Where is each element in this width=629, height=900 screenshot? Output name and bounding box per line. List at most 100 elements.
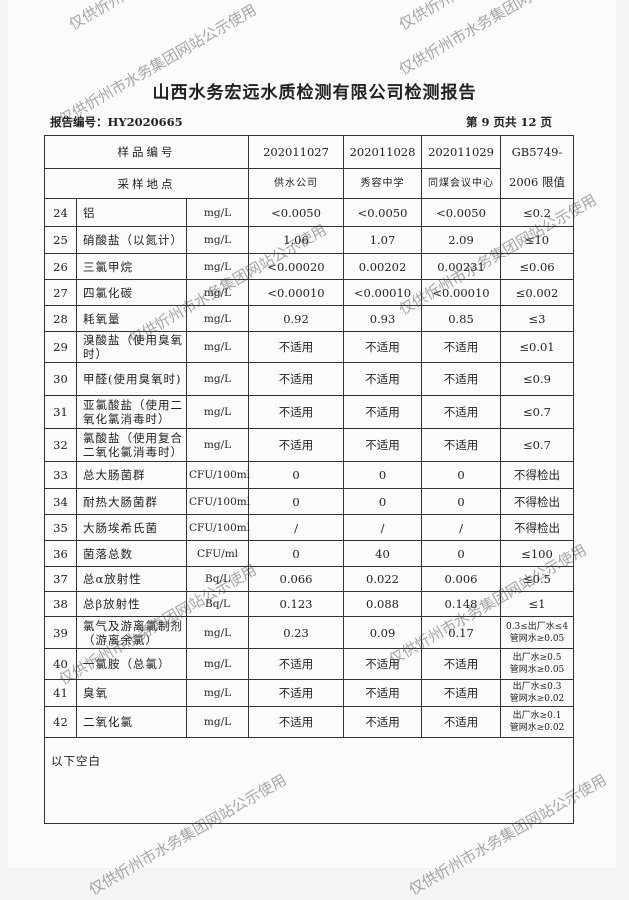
table-row: 40 一氯胺（总氯） mg/L 不适用 不适用 不适用 出厂水≥0.5 管网水≥0.05 [44, 648, 574, 680]
limit: ≤100 [500, 540, 574, 567]
table-row: 34 耐热大肠菌群 CFU/100ml 0 0 0 不得检出 [44, 488, 574, 515]
table-row: 26 三氯甲烷 mg/L <0.00020 0.00202 0.00231 ≤0.06 [44, 253, 574, 280]
value: / [421, 514, 501, 541]
header-row-sample-no: 样品编号 202011027 202011028 202011029 GB574… [44, 135, 574, 199]
value: 0.09 [343, 616, 422, 649]
item-name: 耐热大肠菌群 [76, 488, 187, 515]
value: 0.006 [421, 566, 501, 592]
unit: CFU/100ml [186, 514, 250, 541]
row-number: 26 [44, 253, 77, 280]
table-row: 27 四氯化碳 mg/L <0.00010 <0.00010 <0.00010 ≤0.002 [44, 279, 574, 306]
item-name: 铝 [76, 198, 187, 227]
value: 1.06 [248, 226, 344, 254]
value: 0.85 [421, 305, 501, 332]
item-name: 三氯甲烷 [76, 253, 187, 280]
item-name: 氯气及游离氯制剂（游离余氯） [76, 616, 187, 649]
unit: mg/L [186, 198, 249, 227]
row-number: 30 [44, 362, 77, 396]
row-number: 34 [44, 488, 77, 515]
unit: mg/L [186, 395, 249, 429]
item-name: 总α放射性 [76, 566, 187, 592]
value: 0.23 [248, 616, 344, 649]
unit: mg/L [186, 253, 249, 280]
report-number: 报告编号：HY2020665 [50, 115, 183, 129]
value: 40 [343, 540, 422, 567]
item-name: 一氯胺（总氯） [76, 648, 187, 680]
table-row: 31 亚氯酸盐（使用二氧化氯消毒时） mg/L 不适用 不适用 不适用 ≤0.7 [44, 395, 574, 429]
value: 0.148 [421, 591, 501, 617]
value: 不适用 [421, 362, 501, 396]
item-name: 菌落总数 [76, 540, 187, 567]
row-number: 36 [44, 540, 77, 567]
row-number: 28 [44, 305, 77, 332]
value: 不适用 [248, 706, 344, 738]
value: 0.123 [248, 591, 344, 617]
value: 不适用 [343, 679, 422, 707]
blank-row: 以下空白 [44, 737, 574, 824]
table-row: 24 铝 mg/L <0.0050 <0.0050 <0.0050 ≤0.2 [44, 198, 574, 227]
unit: mg/L [186, 279, 249, 306]
unit: mg/L [186, 616, 249, 649]
table-row: 28 耗氧量 mg/L 0.92 0.93 0.85 ≤3 [44, 305, 574, 332]
item-name: 大肠埃希氏菌 [76, 514, 187, 541]
value: 0.00202 [343, 253, 422, 280]
value: <0.00010 [248, 279, 344, 306]
value: 0.066 [248, 566, 344, 592]
value: 不适用 [421, 331, 501, 363]
value: / [343, 514, 422, 541]
value: <0.0050 [248, 198, 344, 227]
value: 不适用 [343, 428, 422, 462]
limit: 出厂水≥0.5 管网水≥0.05 [500, 648, 574, 680]
item-name: 氯酸盐（使用复合二氧化氯消毒时） [76, 428, 187, 462]
table-row: 36 菌落总数 CFU/ml 0 40 0 ≤100 [44, 540, 574, 567]
value: 不适用 [343, 395, 422, 429]
standard-label-line: GB5749- [511, 145, 563, 159]
value: 0 [248, 488, 344, 515]
row-number: 42 [44, 706, 77, 738]
table-row: 41 臭氧 mg/L 不适用 不适用 不适用 出厂水≤0.3 管网水≥0.02 [44, 679, 574, 707]
row-number: 32 [44, 428, 77, 462]
value: 不适用 [343, 362, 422, 396]
table-row: 42 二氧化氯 mg/L 不适用 不适用 不适用 出厂水≥0.1 管网水≥0.02 [44, 706, 574, 738]
row-number: 31 [44, 395, 77, 429]
limit: ≤0.06 [500, 253, 574, 280]
table-row: 39 氯气及游离氯制剂（游离余氯） mg/L 0.23 0.09 0.17 0.3≤出厂水≤… [44, 616, 574, 649]
unit: Bq/L [186, 591, 249, 617]
value: <0.00010 [421, 279, 501, 306]
value: 1.07 [343, 226, 422, 254]
table-row: 37 总α放射性 Bq/L 0.066 0.022 0.006 ≤0.5 [44, 566, 574, 592]
page-info: 第 9 页共 12 页 [466, 115, 553, 129]
row-number: 41 [44, 679, 77, 707]
value: <0.00020 [248, 253, 344, 280]
unit: mg/L [186, 428, 249, 462]
value: 0 [248, 461, 344, 489]
unit: mg/L [186, 226, 249, 254]
value: 0.088 [343, 591, 422, 617]
value: <0.0050 [421, 198, 501, 227]
site: 秀容中学 [343, 168, 422, 199]
table-row: 38 总β放射性 Bq/L 0.123 0.088 0.148 ≤1 [44, 591, 574, 617]
table-row: 33 总大肠菌群 CFU/100ml 0 0 0 不得检出 [44, 461, 574, 489]
limit: ≤1 [500, 591, 574, 617]
value: 不适用 [248, 331, 344, 363]
value: 不适用 [343, 331, 422, 363]
sample-no: 202011029 [421, 135, 501, 169]
table-row: 32 氯酸盐（使用复合二氧化氯消毒时） mg/L 不适用 不适用 不适用 ≤0.7 [44, 428, 574, 462]
unit: mg/L [186, 648, 249, 680]
value: 0 [343, 488, 422, 515]
limit: 0.3≤出厂水≤4 管网水≥0.05 [500, 616, 574, 649]
site-label: 采样地点 [44, 168, 249, 199]
value: <0.00010 [343, 279, 422, 306]
limit: ≤0.9 [500, 362, 574, 396]
value: 0.93 [343, 305, 422, 332]
item-name: 甲醛(使用臭氧时) [76, 362, 187, 396]
footer-note: 以下空白 [44, 737, 574, 824]
item-name: 二氧化氯 [76, 706, 187, 738]
limit: ≤0.2 [500, 198, 574, 227]
row-number: 24 [44, 198, 77, 227]
row-number: 40 [44, 648, 77, 680]
limit: ≤0.002 [500, 279, 574, 306]
row-number: 35 [44, 514, 77, 541]
item-name: 总大肠菌群 [76, 461, 187, 489]
site: 同煤会议中心 [421, 168, 501, 199]
